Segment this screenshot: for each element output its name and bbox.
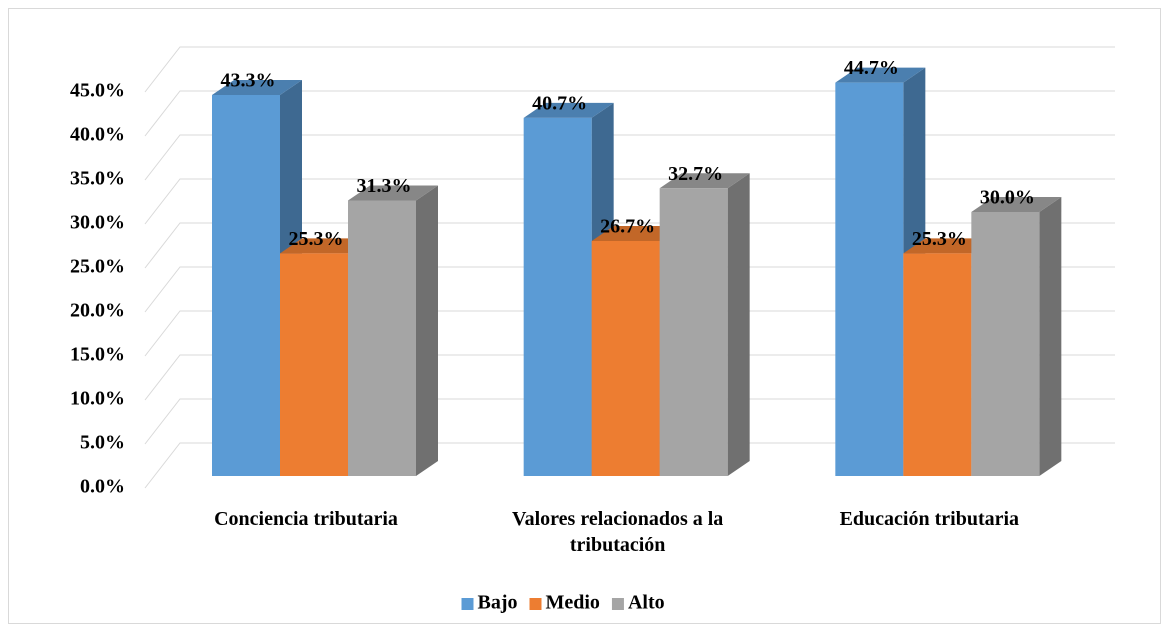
bar-side	[1039, 197, 1062, 476]
bar-top	[348, 185, 438, 201]
y-tick-label: 20.0%	[70, 300, 125, 322]
bar	[971, 197, 1062, 476]
y-tick-label: 0.0%	[80, 476, 125, 498]
bar-front	[348, 200, 416, 476]
legend-label: Medio	[546, 592, 600, 614]
y-tick-label: 45.0%	[70, 80, 125, 102]
grid-line	[144, 134, 1115, 181]
value-label: 32.7%	[668, 163, 723, 185]
grid-line	[144, 354, 1115, 401]
value-label: 43.3%	[221, 70, 276, 92]
grid-line	[144, 266, 1115, 313]
grid-line	[144, 222, 1115, 269]
y-tick-label: 5.0%	[80, 432, 125, 454]
grid-line	[144, 178, 1115, 225]
bar-front	[835, 82, 904, 476]
bar-front	[523, 117, 592, 476]
y-tick-label: 25.0%	[70, 256, 125, 278]
bar-side	[416, 185, 438, 476]
bar-front	[280, 253, 348, 476]
x-tick-label: Valores relacionados a la tributación	[512, 508, 724, 556]
bar	[659, 173, 750, 477]
legend-swatch	[611, 598, 624, 610]
y-tick-label: 35.0%	[70, 168, 125, 190]
grid-line	[144, 442, 1115, 489]
legend-label: Alto	[628, 592, 665, 614]
bar-top	[835, 67, 926, 83]
grid-line	[144, 90, 1115, 137]
value-label: 31.3%	[357, 175, 412, 197]
legend-label: Bajo	[478, 592, 518, 614]
y-tick-label: 10.0%	[70, 388, 125, 410]
bar-front	[903, 253, 972, 476]
grid-line	[144, 310, 1115, 357]
bar-top	[903, 238, 994, 254]
grid-line	[144, 398, 1115, 445]
bar-front	[591, 241, 660, 476]
y-tick-label: 40.0%	[70, 124, 125, 146]
bar-top	[212, 79, 302, 95]
x-tick-label: Educación tributaria	[839, 508, 1020, 530]
y-tick-label: 15.0%	[70, 344, 125, 366]
bar-side	[727, 173, 750, 477]
value-label: 25.3%	[912, 228, 967, 250]
value-label: 40.7%	[532, 92, 587, 114]
value-label: 44.7%	[844, 57, 899, 79]
bar-top	[523, 102, 614, 118]
grid-line	[144, 46, 1115, 93]
bar-top	[591, 226, 682, 242]
bar-top	[971, 197, 1062, 212]
legend-swatch	[461, 598, 474, 610]
x-tick-label: Conciencia tributaria	[214, 508, 398, 530]
bar-front	[971, 212, 1040, 476]
value-label: 25.3%	[289, 228, 344, 250]
bar-front	[212, 94, 280, 477]
y-tick-label: 30.0%	[70, 212, 125, 234]
value-label: 26.7%	[600, 216, 655, 238]
bar	[348, 185, 438, 476]
value-label: 30.0%	[980, 187, 1035, 209]
bar-top	[280, 238, 370, 254]
bar-front	[659, 188, 728, 477]
bar-top	[659, 173, 750, 189]
legend-swatch	[529, 598, 542, 610]
